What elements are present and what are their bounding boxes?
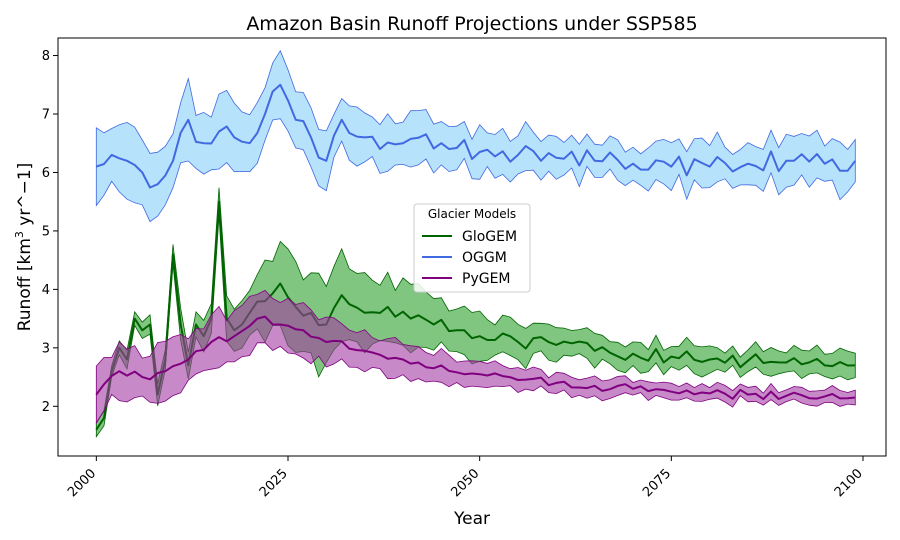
y-tick-label: 6: [42, 166, 50, 181]
y-tick-label: 7: [42, 108, 50, 123]
legend-label-oggm: OGGM: [462, 250, 507, 266]
plot-area: [95, 49, 857, 438]
plot-frame: [57, 37, 887, 457]
y-tick-label: 5: [42, 224, 50, 239]
glogem-series-line: [95, 200, 856, 431]
pygem-series-line: [95, 315, 856, 401]
y-tick-label: 8: [42, 49, 50, 64]
y-axis-label-suffix: yr^−1]: [15, 163, 35, 231]
oggm-series-line: [95, 83, 857, 189]
chart-title: Amazon Basin Runoff Projections under SS…: [246, 13, 697, 35]
x-axis-label: Year: [453, 509, 490, 529]
y-axis: 2 3 4 5 6 7 8: [42, 49, 58, 415]
y-axis-label-superscript: 3: [13, 231, 26, 238]
oggm-range-band: [95, 49, 856, 223]
legend-entries: GloGEM OGGM PyGEM: [422, 229, 517, 287]
y-axis-label-prefix: Runoff [km: [15, 238, 35, 331]
y-tick-label: 3: [42, 341, 50, 356]
legend-label-glogem: GloGEM: [462, 229, 517, 245]
legend-title: Glacier Models: [428, 207, 516, 221]
legend-box: [413, 203, 531, 293]
legend-label-pygem: PyGEM: [462, 271, 511, 287]
y-tick-label: 2: [42, 400, 50, 415]
y-axis-label: Runoff [km3 yr^−1]: [13, 163, 35, 332]
y-tick-label: 4: [42, 283, 50, 298]
legend: Glacier Models GloGEM OGGM PyGEM: [413, 203, 531, 293]
